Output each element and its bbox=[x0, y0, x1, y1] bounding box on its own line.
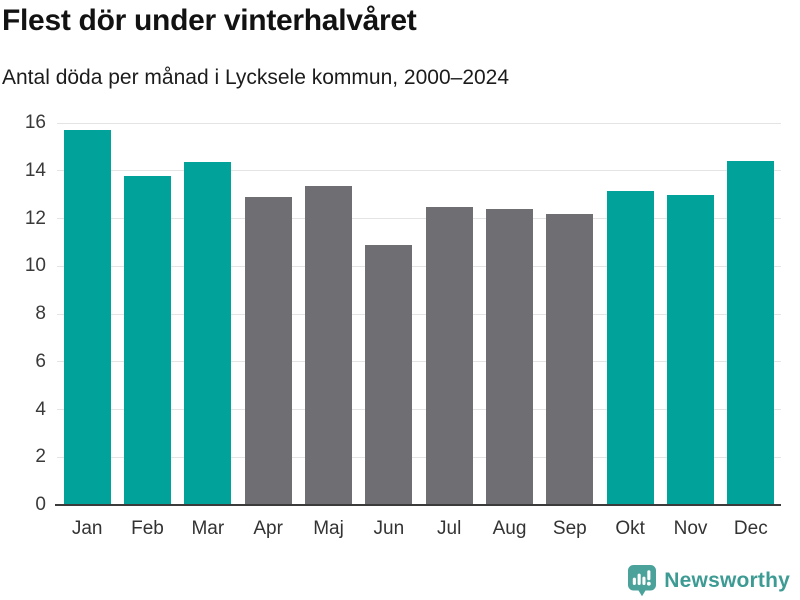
x-tick-label-nov: Nov bbox=[673, 518, 708, 539]
gridline-12 bbox=[57, 218, 781, 219]
brand-name: Newsworthy bbox=[664, 568, 790, 592]
x-tick-label-jul: Jul bbox=[437, 518, 462, 539]
x-tick-label-aug: Aug bbox=[492, 518, 527, 539]
gridline-16 bbox=[57, 122, 781, 124]
x-axis-line bbox=[55, 503, 781, 506]
y-tick-label-16: 16 bbox=[24, 112, 46, 133]
gridline-8 bbox=[57, 313, 781, 315]
bar-okt bbox=[606, 191, 654, 505]
x-axis-labels: Jan Feb Mar Apr Maj Jun Jul Aug Sep Okt Nov Dec bbox=[57, 516, 781, 546]
bar-aug bbox=[486, 208, 533, 505]
y-tick-label-0: 0 bbox=[35, 494, 46, 515]
y-tick-label-12: 12 bbox=[24, 207, 46, 229]
x-tick-label-mar: Mar bbox=[191, 518, 225, 539]
brand-footer: Newsworthy bbox=[627, 564, 790, 597]
y-tick-label-8: 8 bbox=[35, 303, 46, 324]
newsworthy-logo-icon bbox=[628, 565, 657, 597]
bar-dec bbox=[727, 161, 775, 505]
bar-sep bbox=[546, 213, 594, 505]
y-axis-labels: 0 2 4 6 8 10 12 14 16 bbox=[0, 112, 46, 515]
bar-jan bbox=[63, 130, 111, 505]
bar-feb bbox=[124, 175, 171, 505]
x-tick-label-maj: Maj bbox=[313, 518, 344, 539]
x-tick-label-dec: Dec bbox=[733, 518, 768, 539]
y-tick-label-6: 6 bbox=[35, 350, 46, 372]
bar-maj bbox=[305, 186, 352, 505]
gridline-4 bbox=[57, 409, 781, 410]
y-tick-label-4: 4 bbox=[35, 398, 46, 420]
x-tick-label-feb: Feb bbox=[131, 518, 164, 539]
chart-title: Flest dör under vinterhalvåret bbox=[2, 4, 417, 37]
gridline-2 bbox=[57, 456, 781, 458]
x-tick-label-okt: Okt bbox=[615, 518, 645, 539]
x-tick-label-jun: Jun bbox=[373, 518, 405, 539]
gridline-10 bbox=[57, 265, 781, 267]
bar-mar bbox=[184, 162, 232, 505]
y-tick-label-10: 10 bbox=[24, 255, 46, 277]
plot-area bbox=[55, 122, 781, 506]
x-tick-label-sep: Sep bbox=[552, 518, 587, 539]
gridline-14 bbox=[57, 170, 781, 172]
y-tick-label-14: 14 bbox=[24, 159, 46, 181]
gridline-6 bbox=[57, 361, 781, 363]
bar-apr bbox=[244, 197, 292, 505]
y-tick-label-2: 2 bbox=[35, 446, 46, 468]
bar-jul bbox=[425, 206, 473, 505]
chart-subtitle: Antal döda per månad i Lycksele kommun, … bbox=[2, 66, 510, 89]
x-tick-label-apr: Apr bbox=[253, 518, 283, 539]
x-tick-label-jan: Jan bbox=[71, 518, 103, 539]
bar-jun bbox=[365, 244, 413, 505]
bar-nov bbox=[667, 194, 714, 505]
